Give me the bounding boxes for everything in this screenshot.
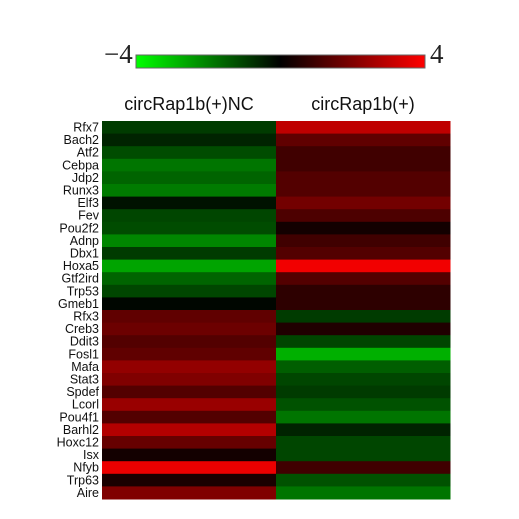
row-label-gtf2ird: Gtf2ird <box>61 272 99 286</box>
heatmap-cell-mafa-col2 <box>276 360 451 374</box>
heatmap-cell-elf3-col1 <box>102 196 277 210</box>
heatmap-cell-trp53-col1 <box>102 284 277 298</box>
column-labels: circRap1b(+)NC circRap1b(+) <box>124 94 415 114</box>
heatmap-cell-trp63-col2 <box>276 473 451 487</box>
heatmap-cell-gtf2ird-col1 <box>102 272 277 286</box>
heatmap-cell-gmeb1-col1 <box>102 297 277 311</box>
heatmap-cell-aire-col1 <box>102 486 277 500</box>
row-label-rfx7: Rfx7 <box>73 121 99 135</box>
row-label-pou2f2: Pou2f2 <box>59 221 99 235</box>
row-label-gmeb1: Gmeb1 <box>58 297 99 311</box>
column-label-2: circRap1b(+) <box>311 94 415 114</box>
heatmap-cell-lcorl-col1 <box>102 398 277 412</box>
colorbar <box>135 54 426 69</box>
heatmap-cell-trp63-col1 <box>102 473 277 487</box>
row-label-jdp2: Jdp2 <box>72 171 99 185</box>
row-label-hoxa5: Hoxa5 <box>63 259 99 273</box>
heatmap-cell-fosl1-col1 <box>102 347 277 361</box>
column-label-1: circRap1b(+)NC <box>124 94 254 114</box>
heatmap-cell-fosl1-col2 <box>276 347 451 361</box>
heatmap-cell-ddit3-col2 <box>276 335 451 349</box>
heatmap-cell-stat3-col2 <box>276 373 451 387</box>
heatmap-cell-adnp-col1 <box>102 234 277 248</box>
row-label-adnp: Adnp <box>70 234 99 248</box>
heatmap-cell-stat3-col1 <box>102 373 277 387</box>
colorbar-max-label: 4 <box>430 39 444 69</box>
heatmap-cell-nfyb-col2 <box>276 461 451 475</box>
heatmap-cell-adnp-col2 <box>276 234 451 248</box>
heatmap-cell-gtf2ird-col2 <box>276 272 451 286</box>
row-label-dbx1: Dbx1 <box>70 247 99 261</box>
row-label-creb3: Creb3 <box>65 322 99 336</box>
heatmap-cells <box>102 121 451 500</box>
heatmap-cell-fev-col2 <box>276 209 451 223</box>
heatmap-cell-rfx3-col1 <box>102 310 277 324</box>
heatmap-cell-atf2-col2 <box>276 146 451 160</box>
row-label-trp63: Trp63 <box>67 473 99 487</box>
row-label-elf3: Elf3 <box>77 196 99 210</box>
heatmap-cell-mafa-col1 <box>102 360 277 374</box>
row-label-stat3: Stat3 <box>70 373 99 387</box>
heatmap-cell-pou4f1-col1 <box>102 410 277 424</box>
row-label-mafa: Mafa <box>71 360 99 374</box>
row-labels: Rfx7Bach2Atf2CebpaJdp2Runx3Elf3FevPou2f2… <box>57 121 100 500</box>
heatmap-cell-jdp2-col2 <box>276 171 451 185</box>
heatmap-cell-atf2-col1 <box>102 146 277 160</box>
row-label-fosl1: Fosl1 <box>68 347 99 361</box>
heatmap-cell-dbx1-col2 <box>276 247 451 261</box>
row-label-lcorl: Lcorl <box>72 398 99 412</box>
heatmap-cell-isx-col2 <box>276 448 451 462</box>
row-label-barhl2: Barhl2 <box>63 423 99 437</box>
row-label-isx: Isx <box>83 448 100 462</box>
heatmap-cell-bach2-col2 <box>276 133 451 147</box>
heatmap-cell-barhl2-col1 <box>102 423 277 437</box>
row-label-trp53: Trp53 <box>67 284 99 298</box>
heatmap-cell-creb3-col2 <box>276 322 451 336</box>
heatmap-cell-pou2f2-col2 <box>276 221 451 235</box>
heatmap-cell-runx3-col2 <box>276 184 451 198</box>
heatmap-cell-ddit3-col1 <box>102 335 277 349</box>
heatmap-cell-hoxa5-col2 <box>276 259 451 273</box>
heatmap-cell-barhl2-col2 <box>276 423 451 437</box>
row-label-atf2: Atf2 <box>77 146 99 160</box>
row-label-bach2: Bach2 <box>64 133 99 147</box>
row-label-cebpa: Cebpa <box>62 158 99 172</box>
heatmap-cell-gmeb1-col2 <box>276 297 451 311</box>
heatmap-cell-fev-col1 <box>102 209 277 223</box>
heatmap-cell-rfx7-col2 <box>276 121 451 135</box>
heatmap-cell-trp53-col2 <box>276 284 451 298</box>
heatmap-cell-elf3-col2 <box>276 196 451 210</box>
row-label-ddit3: Ddit3 <box>70 335 99 349</box>
heatmap-cell-cebpa-col2 <box>276 158 451 172</box>
row-label-hoxc12: Hoxc12 <box>57 436 99 450</box>
heatmap-cell-aire-col2 <box>276 486 451 500</box>
heatmap-cell-rfx3-col2 <box>276 310 451 324</box>
heatmap-cell-hoxa5-col1 <box>102 259 277 273</box>
heatmap-cell-lcorl-col2 <box>276 398 451 412</box>
row-label-fev: Fev <box>78 209 100 223</box>
row-label-aire: Aire <box>77 486 99 500</box>
heatmap-cell-pou2f2-col1 <box>102 221 277 235</box>
heatmap-cell-nfyb-col1 <box>102 461 277 475</box>
row-label-spdef: Spdef <box>66 385 99 399</box>
heatmap-cell-pou4f1-col2 <box>276 410 451 424</box>
heatmap-cell-bach2-col1 <box>102 133 277 147</box>
colorbar-min-label: −4 <box>104 39 133 69</box>
heatmap-cell-spdef-col1 <box>102 385 277 399</box>
heatmap-cell-hoxc12-col1 <box>102 436 277 450</box>
row-label-pou4f1: Pou4f1 <box>59 410 99 424</box>
heatmap-cell-isx-col1 <box>102 448 277 462</box>
heatmap-cell-jdp2-col1 <box>102 171 277 185</box>
row-label-nfyb: Nfyb <box>73 461 99 475</box>
heatmap-cell-creb3-col1 <box>102 322 277 336</box>
heatmap-cell-hoxc12-col2 <box>276 436 451 450</box>
heatmap-cell-runx3-col1 <box>102 184 277 198</box>
heatmap-cell-rfx7-col1 <box>102 121 277 135</box>
row-label-runx3: Runx3 <box>63 184 99 198</box>
heatmap-cell-spdef-col2 <box>276 385 451 399</box>
heatmap-cell-cebpa-col1 <box>102 158 277 172</box>
row-label-rfx3: Rfx3 <box>73 310 99 324</box>
heatmap-cell-dbx1-col1 <box>102 247 277 261</box>
